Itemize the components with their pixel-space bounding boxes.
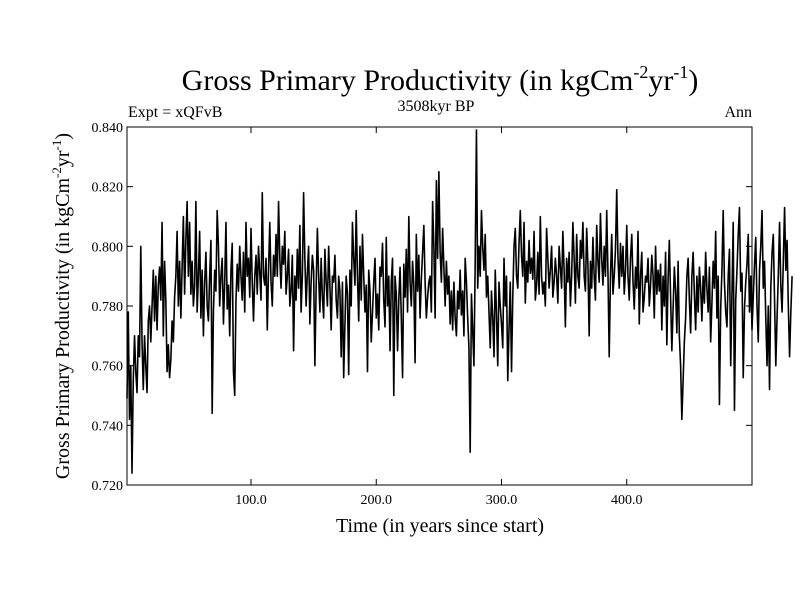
x-tick-label: 400.0 [611, 493, 643, 508]
x-tick-label: 300.0 [486, 493, 518, 508]
x-axis: 100.0 200.0 300.0 400.0 [235, 127, 642, 508]
y-tick-label: 0.800 [92, 240, 124, 255]
x-axis-label: Time (in years since start) [336, 515, 544, 537]
y-axis: 0.720 0.740 0.760 0.780 0.800 0.820 0.840 [92, 121, 752, 494]
y-axis-label: Gross Primary Productivity (in kgCm-2yr-… [49, 133, 74, 479]
subtitle-experiment: Expt = xQFvB [128, 104, 222, 121]
chart-title: Gross Primary Productivity (in kgCm-2yr-… [182, 62, 699, 97]
series-line-gpp [126, 129, 793, 474]
x-tick-label: 100.0 [235, 493, 267, 508]
x-tick-label: 200.0 [360, 493, 392, 508]
subtitle-period: 3508kyr BP [398, 98, 475, 115]
y-tick-label: 0.760 [92, 360, 124, 375]
subtitle-season: Ann [724, 104, 752, 121]
y-tick-label: 0.820 [92, 181, 124, 196]
y-tick-label: 0.840 [92, 121, 124, 136]
y-tick-label: 0.740 [92, 419, 124, 434]
y-tick-label: 0.780 [92, 300, 124, 315]
y-tick-label: 0.720 [92, 479, 124, 494]
